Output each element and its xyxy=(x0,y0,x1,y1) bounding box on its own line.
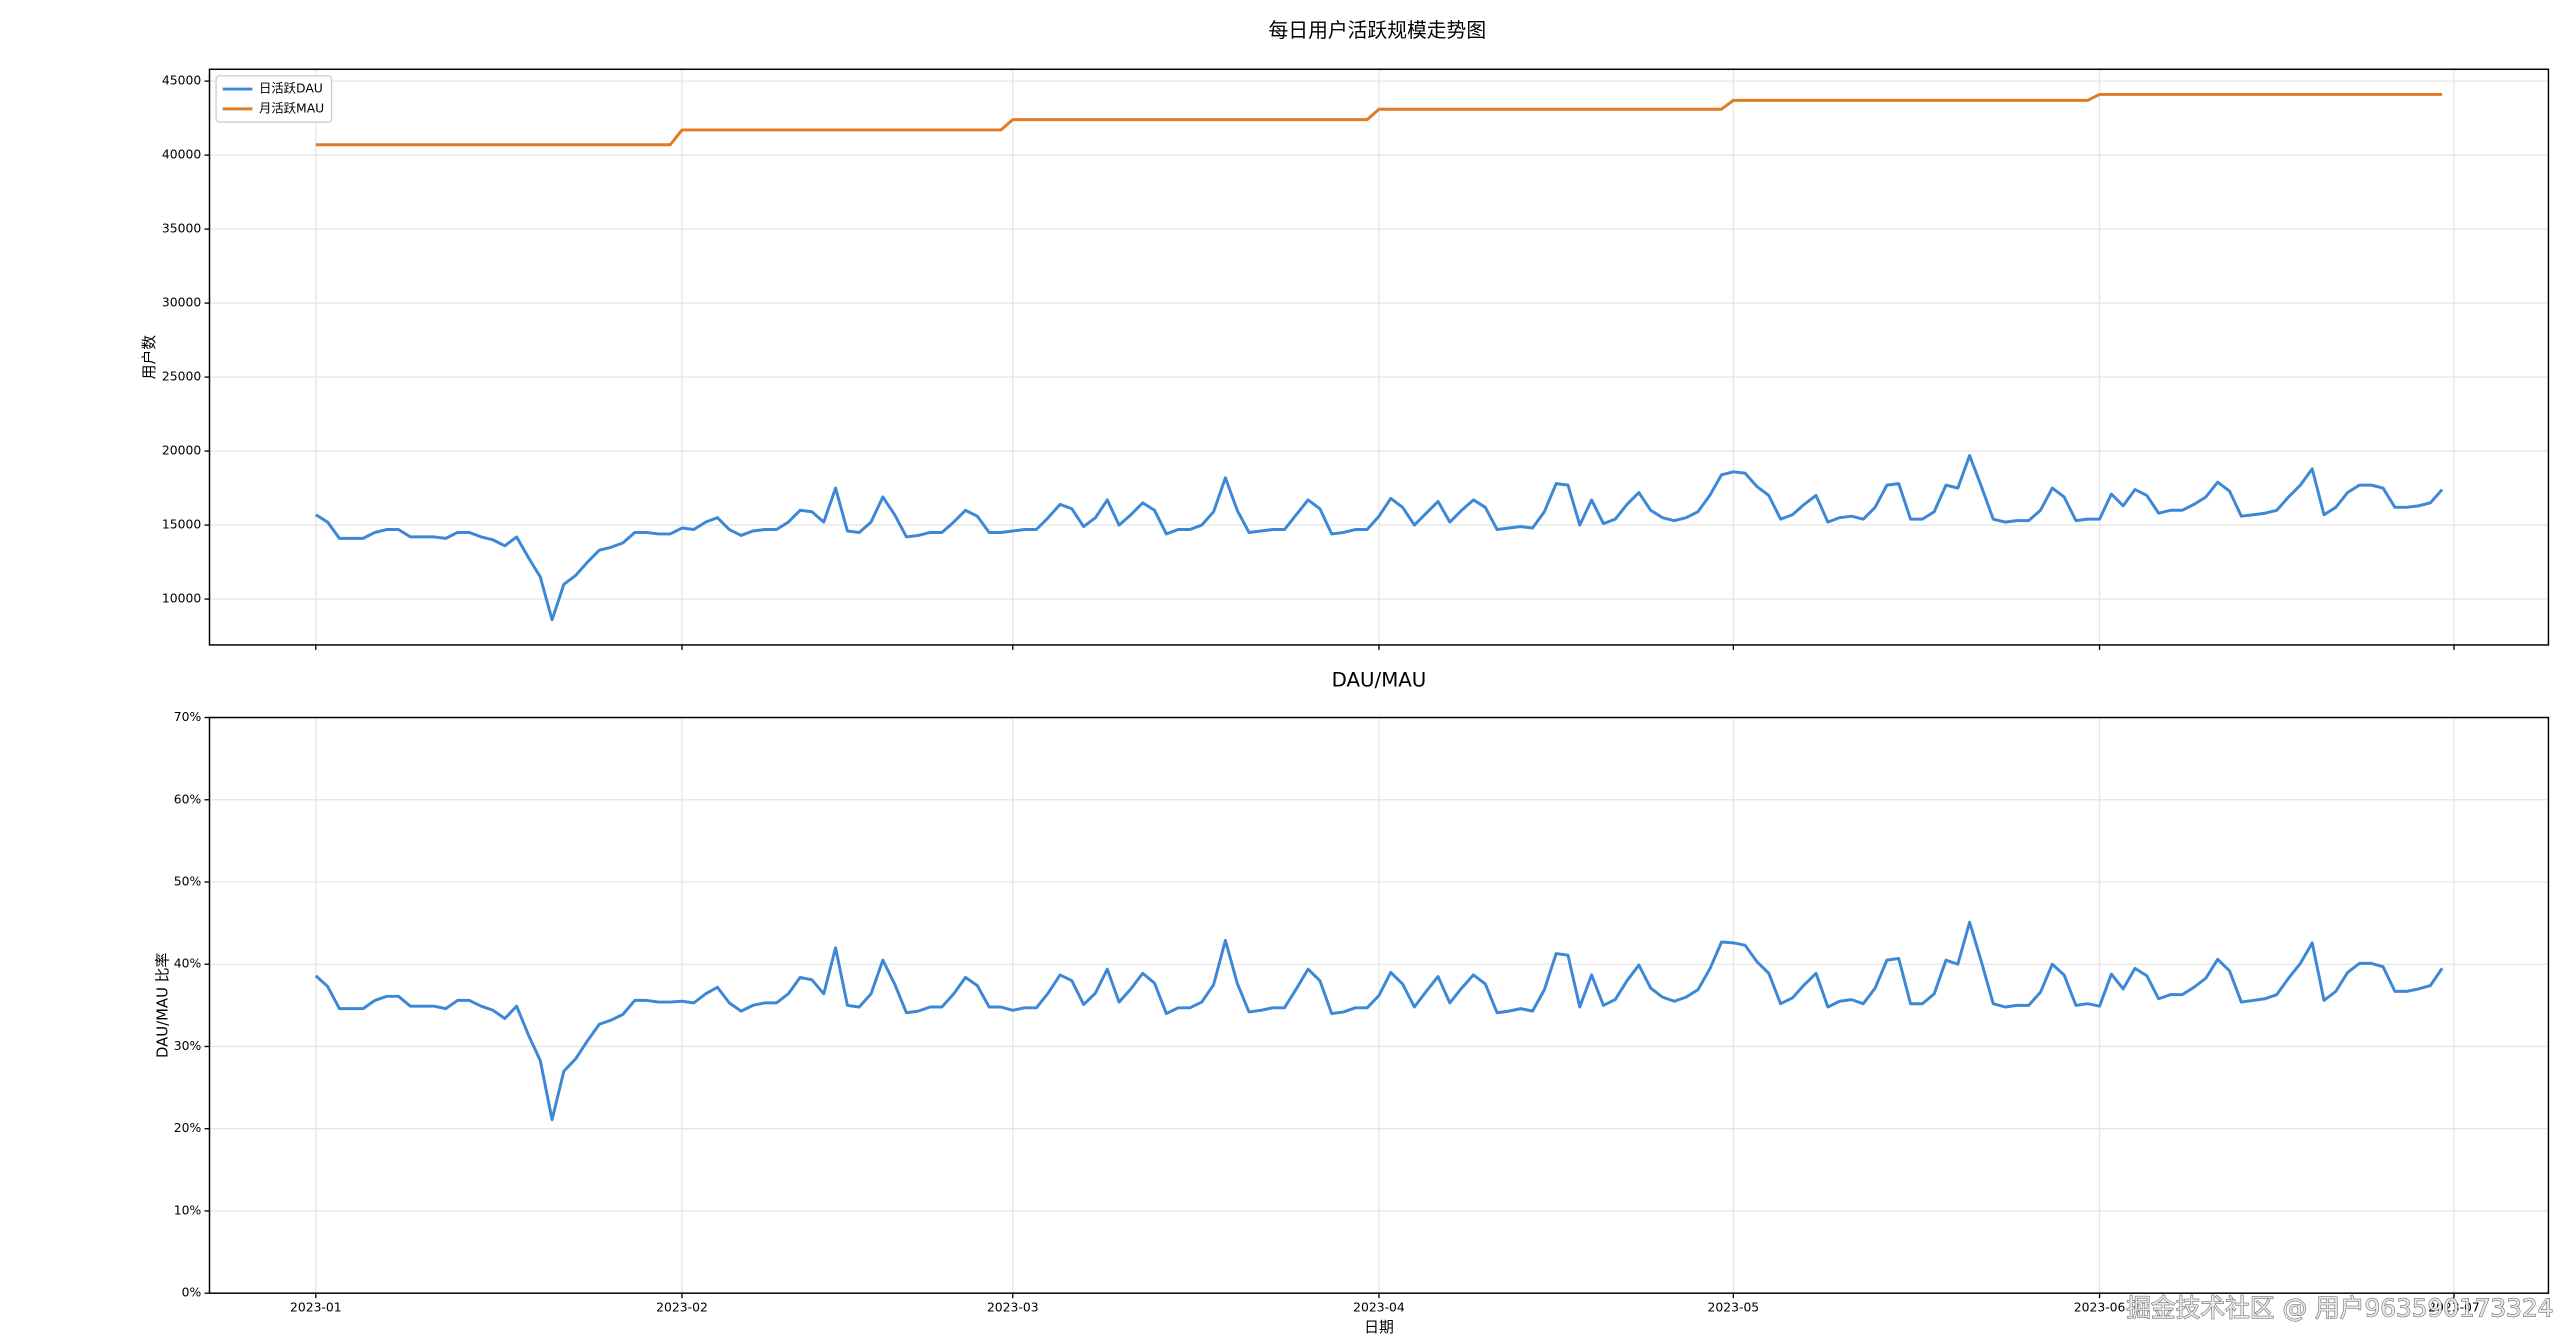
legend-label: 月活跃MAU xyxy=(259,101,324,115)
x-tick-label: 2023-06 xyxy=(2074,1301,2126,1315)
y-axis-label: DAU/MAU 比率 xyxy=(154,953,171,1058)
x-tick-label: 2023-01 xyxy=(290,1301,342,1315)
x-tick-label: 2023-07 xyxy=(2428,1301,2480,1315)
chart-title: 每日用户活跃规模走势图 xyxy=(1269,19,1487,42)
y-tick-label: 50% xyxy=(174,874,202,888)
y-tick-label: 10% xyxy=(174,1203,202,1217)
plot-frame xyxy=(208,68,2550,646)
x-axis-label: 日期 xyxy=(1364,1319,1394,1336)
legend-label: 日活跃DAU xyxy=(259,82,323,96)
subplot: 10000 15000 20000 25000 30000 35000 40000 45000… xyxy=(141,68,2550,650)
y-tick-label: 35000 xyxy=(162,222,201,236)
data-line xyxy=(314,920,2444,1122)
y-tick-label: 10000 xyxy=(162,592,201,606)
data-line xyxy=(315,92,2443,147)
data-line xyxy=(315,454,2444,622)
y-tick-label: 20000 xyxy=(162,444,201,458)
y-tick-label: 20% xyxy=(174,1121,202,1135)
y-tick-label: 40% xyxy=(174,957,202,971)
y-axis-label: 用户数 xyxy=(141,335,158,380)
x-tick-label: 2023-03 xyxy=(987,1301,1039,1315)
x-tick-label: 2023-05 xyxy=(1708,1301,1760,1315)
legend-box xyxy=(215,75,333,123)
y-tick-label: 60% xyxy=(174,792,202,806)
y-tick-label: 45000 xyxy=(162,74,201,88)
x-tick-label: 2023-02 xyxy=(656,1301,708,1315)
subplot: 0% 10% 20% 30% 40% 50% 60% 70% 2023-01 2023-02 202… xyxy=(154,669,2550,1336)
y-tick-label: 15000 xyxy=(162,518,201,532)
watermark: 掘金技术社区 @ 用户963590173324 xyxy=(2126,1294,2553,1323)
y-tick-label: 30000 xyxy=(162,296,201,310)
y-tick-label: 70% xyxy=(174,710,202,724)
plot-frame xyxy=(208,716,2550,1294)
y-tick-label: 30% xyxy=(174,1039,202,1053)
y-tick-label: 0% xyxy=(182,1286,202,1300)
subplot-title: DAU/MAU xyxy=(1332,669,1427,692)
y-tick-label: 25000 xyxy=(162,370,201,384)
legend: 日活跃DAU 月活跃MAU xyxy=(215,75,333,123)
y-tick-label: 40000 xyxy=(162,148,201,162)
x-tick-label: 2023-04 xyxy=(1353,1301,1405,1315)
